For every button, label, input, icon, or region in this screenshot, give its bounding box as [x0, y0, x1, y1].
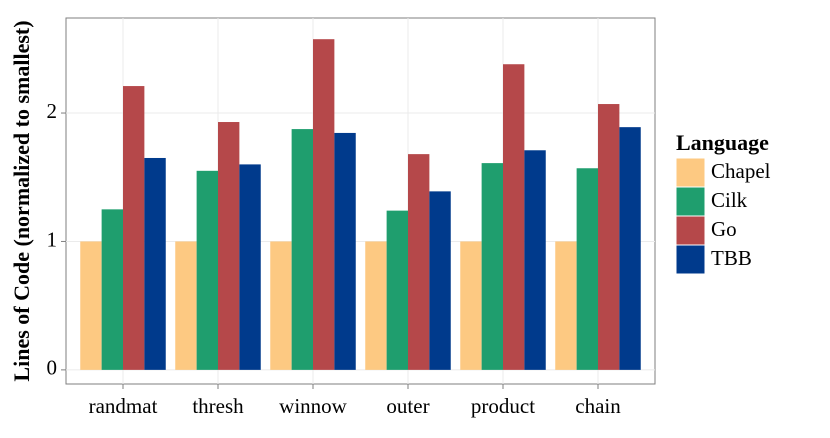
bar — [365, 241, 387, 370]
bar — [313, 39, 335, 370]
bar — [175, 241, 197, 370]
bar — [196, 170, 218, 370]
x-tick-label: winnow — [279, 394, 348, 418]
bar — [123, 86, 145, 370]
legend-label: Cilk — [711, 188, 748, 212]
bar — [555, 241, 577, 370]
bar — [598, 104, 620, 370]
x-tick-label: product — [471, 394, 535, 418]
bar — [619, 127, 641, 370]
bar — [80, 241, 102, 370]
legend-key — [675, 244, 706, 275]
legend-title: Language — [676, 130, 769, 155]
marks — [66, 18, 655, 384]
y-axis-title: Lines of Code (normalized to smallest) — [9, 20, 34, 381]
y-tick-label: 1 — [47, 227, 58, 251]
bar — [218, 122, 240, 370]
bar — [576, 168, 598, 370]
legend-label: Go — [711, 217, 737, 241]
y-tick-label: 0 — [47, 356, 58, 380]
bar — [239, 164, 261, 370]
y-tick-label: 2 — [47, 99, 58, 123]
bar — [291, 129, 313, 370]
bar — [481, 163, 503, 370]
bar — [101, 209, 123, 370]
legend-key — [675, 215, 706, 246]
bar — [408, 154, 430, 370]
x-tick-label: chain — [575, 394, 621, 418]
x-tick-label: thresh — [192, 394, 244, 418]
bar — [334, 132, 356, 370]
bar — [429, 191, 451, 370]
bar — [270, 241, 292, 370]
legend-key — [675, 186, 706, 217]
bar — [524, 150, 546, 370]
bar — [460, 241, 482, 370]
x-tick-label: outer — [386, 394, 429, 418]
bar — [386, 210, 408, 370]
legend-label: TBB — [711, 246, 752, 270]
bar — [144, 157, 166, 370]
legend-key — [675, 157, 706, 188]
legend-label: Chapel — [711, 159, 771, 183]
bar — [503, 64, 525, 370]
x-tick-label: randmat — [89, 394, 158, 418]
